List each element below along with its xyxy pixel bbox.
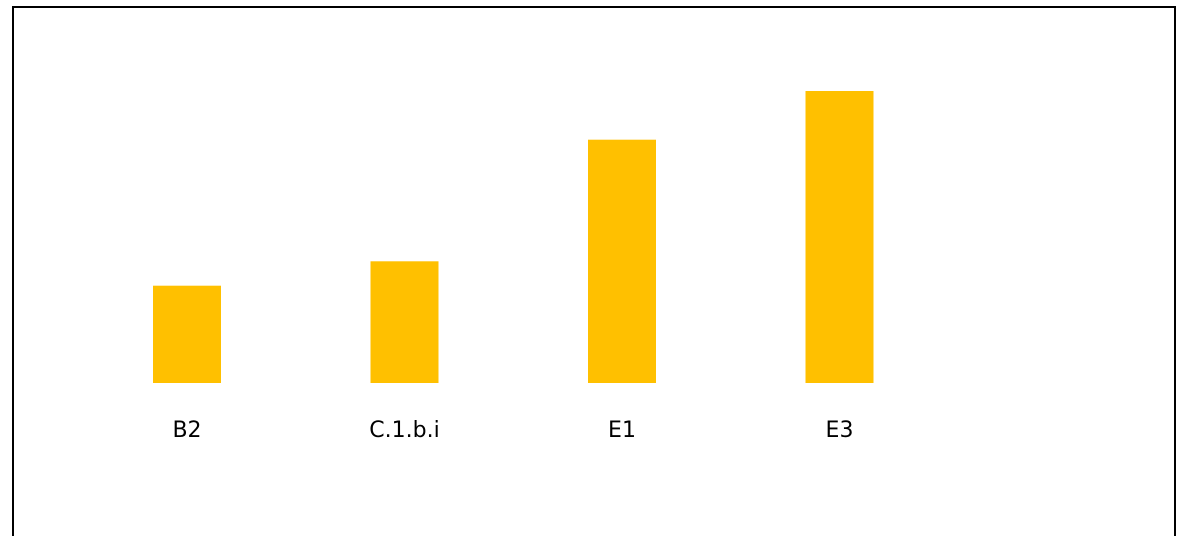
x-tick-label: E3 (826, 418, 854, 443)
x-tick-label: C.1.b.i (369, 418, 439, 443)
x-tick-label: B2 (172, 418, 201, 443)
chart-frame (12, 6, 1176, 536)
bar-chart: B2 C.1.b.i E1 E3 (153, 91, 874, 443)
x-tick-label: E1 (608, 418, 636, 443)
bar-c-1-b-i (370, 261, 439, 383)
bar-e1 (588, 139, 656, 383)
bar-b2 (153, 285, 221, 383)
category-labels-group: B2 C.1.b.i E1 E3 (172, 418, 853, 443)
bars-group (153, 91, 874, 383)
bar-e3 (805, 91, 874, 383)
